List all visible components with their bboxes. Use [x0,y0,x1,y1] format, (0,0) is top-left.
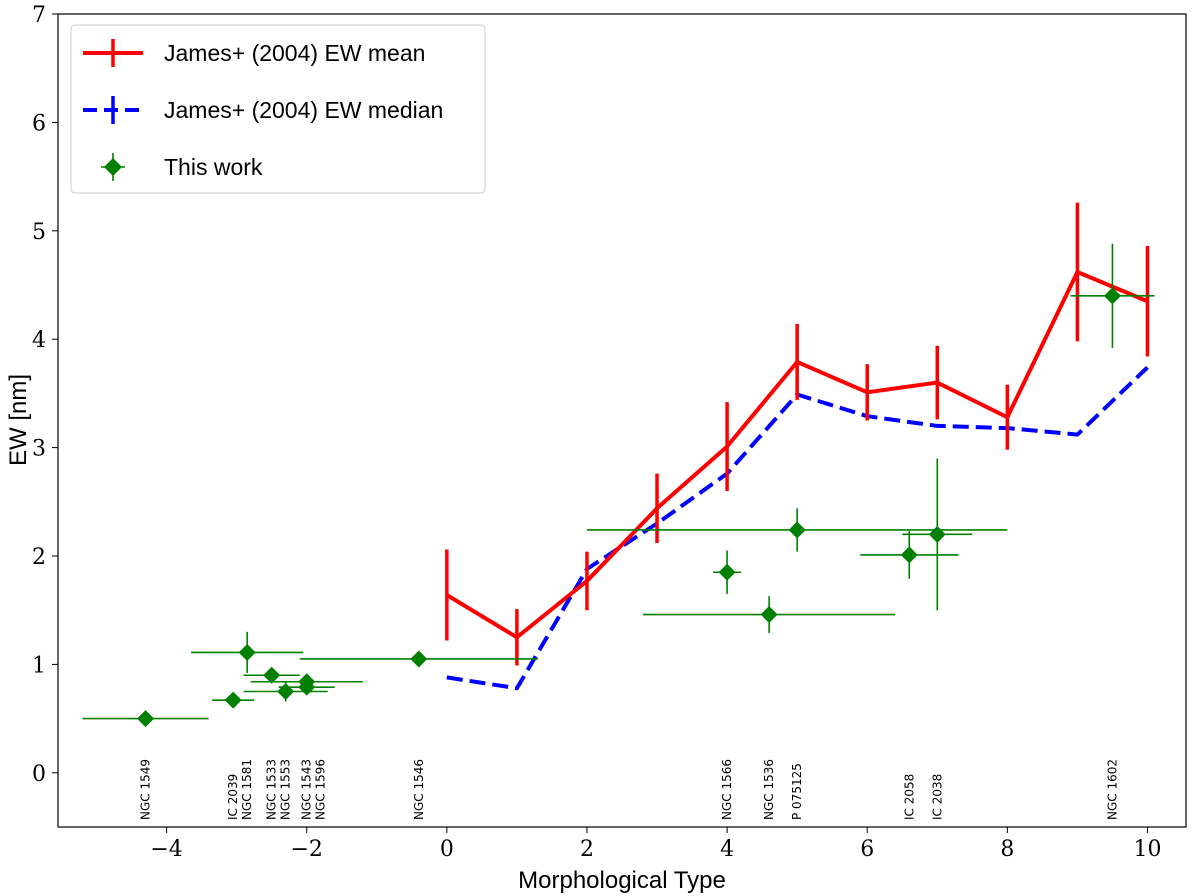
y-tick-label: 3 [32,437,46,462]
legend-label: James+ (2004) EW median [164,97,443,123]
data-point [224,691,242,709]
y-tick-label: 0 [32,762,46,787]
data-point [900,546,918,564]
y-axis-label: EW [nm] [5,374,32,466]
galaxy-label: NGC 1553 [279,759,293,820]
x-tick-label: 8 [1000,837,1014,862]
galaxy-label: NGC 1543 [300,759,314,820]
data-point [298,678,316,696]
data-point [718,563,736,581]
x-axis-label: Morphological Type [518,867,726,894]
y-tick-label: 6 [32,111,46,136]
x-tick-label: −4 [150,837,182,862]
data-point [238,643,256,661]
x-tick-label: 10 [1133,837,1161,862]
legend-label: This work [164,154,263,180]
galaxy-label: IC 2038 [930,774,944,820]
y-tick-label: 5 [32,220,46,245]
galaxy-label: P 075125 [790,763,804,820]
galaxy-label: IC 2039 [226,774,240,820]
legend: James+ (2004) EW mean James+ (2004) EW me… [70,24,486,194]
y-tick-label: 1 [32,653,46,678]
galaxy-label: NGC 1536 [762,759,776,820]
galaxy-label: IC 2058 [902,774,916,820]
galaxy-label: NGC 1549 [139,759,153,820]
data-point [410,650,428,668]
y-tick-label: 2 [32,545,46,570]
x-tick-label: 0 [440,837,454,862]
x-tick-label: 6 [860,837,874,862]
y-tick-label: 4 [32,328,46,353]
galaxy-label: NGC 1596 [314,759,328,820]
data-point [928,525,946,543]
axis-ticks: −4 −2 0 2 4 6 8 10 0 1 2 3 4 5 6 7 [32,3,1161,862]
series-layer [82,202,1155,728]
x-tick-label: −2 [291,837,323,862]
legend-box [70,24,486,194]
data-point [1103,287,1121,305]
x-tick-label: 4 [720,837,734,862]
data-point [760,606,778,624]
galaxy-label: NGC 1546 [412,759,426,820]
galaxy-label: NGC 1581 [240,759,254,820]
legend-label: James+ (2004) EW mean [164,40,425,66]
data-point [263,666,281,684]
galaxy-label: NGC 1566 [720,759,734,820]
y-tick-label: 7 [32,3,46,28]
galaxy-label: NGC 1602 [1105,759,1119,820]
x-tick-label: 2 [580,837,594,862]
galaxy-label: NGC 1533 [265,759,279,820]
galaxy-labels: NGC 1549 IC 2039 NGC 1581 NGC 1533 NGC 1553 N… [139,759,1120,820]
data-point [137,710,155,728]
legend-marker [104,158,122,176]
data-point [788,521,806,539]
